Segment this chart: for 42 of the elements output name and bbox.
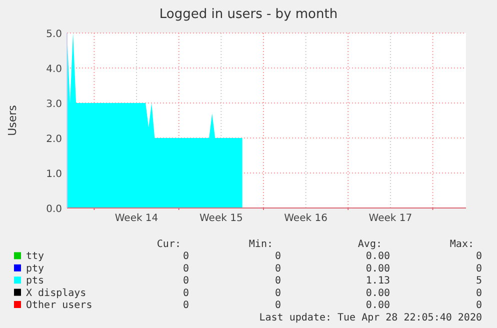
y-axis-title: Users	[6, 104, 19, 136]
legend-label: pts	[26, 276, 44, 287]
text: 0.00	[366, 251, 390, 262]
text: 0	[274, 288, 281, 299]
text: 0	[182, 263, 189, 274]
legend-label: pty	[26, 263, 44, 274]
text: 0	[274, 276, 281, 287]
text: 0	[182, 251, 189, 262]
text: Last update: Tue Apr 28 22:05:40 2020	[259, 312, 482, 324]
y-tick-label: 1.0	[46, 169, 62, 180]
text: 0	[274, 300, 281, 311]
legend-label: tty	[26, 251, 44, 262]
text: 0.00	[366, 288, 390, 299]
text: Min:	[248, 239, 273, 250]
text: 0	[274, 251, 281, 262]
x-tick-label: Week 14	[114, 213, 158, 224]
text: 5	[476, 276, 482, 287]
chart-title: Logged in users - by month	[159, 7, 338, 22]
text: 0	[476, 251, 482, 262]
legend-label: X displays	[26, 288, 86, 299]
text: Max:	[450, 239, 474, 250]
text: 0	[182, 288, 189, 299]
text: 0	[476, 300, 482, 311]
x-tick-label: Week 17	[368, 213, 412, 224]
text: 0	[182, 276, 189, 287]
legend-label: Other users	[26, 300, 92, 311]
text: 0	[476, 288, 482, 299]
y-tick-label: 0.0	[46, 204, 62, 215]
y-tick-label: 4.0	[46, 64, 62, 75]
text: 0	[182, 300, 189, 311]
text: 0	[274, 263, 281, 274]
text: Cur:	[156, 239, 181, 250]
text: 0	[476, 263, 482, 274]
text: Avg:	[358, 239, 382, 250]
y-tick-label: 2.0	[46, 134, 62, 145]
text: 0.00	[366, 300, 390, 311]
x-tick-label: Week 15	[200, 213, 243, 224]
text: 0.00	[366, 263, 390, 274]
text: 1.13	[366, 276, 390, 287]
x-tick-label: Week 16	[284, 213, 328, 224]
y-tick-label: 3.0	[46, 99, 62, 110]
y-tick-label: 5.0	[46, 29, 62, 40]
